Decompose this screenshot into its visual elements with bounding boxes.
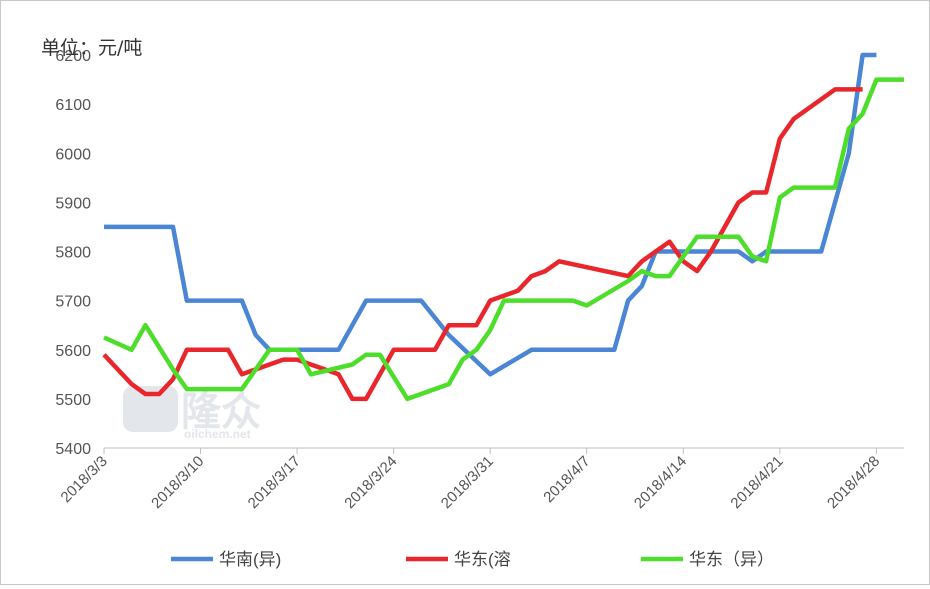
x-tick-label: 2018/3/3 [58, 453, 111, 506]
y-tick-label: 5800 [55, 245, 91, 262]
y-axis: 5400 5500 5600 5700 5800 5900 6000 6100 6200 [55, 48, 91, 458]
watermark-brand: 隆众 [181, 390, 261, 434]
x-tick-label: 2018/4/21 [727, 453, 786, 512]
series-line-3 [103, 77, 904, 402]
y-tick-label: 6200 [55, 48, 91, 65]
y-tick-label: 5700 [55, 294, 91, 311]
x-tick-label: 2018/4/14 [631, 453, 690, 512]
legend: 华南(异) 华东(溶 华东（异） [171, 550, 774, 569]
series-group [102, 52, 904, 402]
x-tick-label: 2018/4/28 [824, 453, 883, 512]
x-axis: 2018/3/3 2018/3/10 2018/3/17 2018/3/24 2018/… [58, 447, 904, 512]
x-tick-label: 2018/4/7 [540, 453, 593, 506]
x-tick-label: 2018/3/17 [245, 453, 304, 512]
x-tick-label: 2018/3/10 [148, 453, 207, 512]
x-tick-label: 2018/3/24 [341, 453, 400, 512]
y-tick-label: 6000 [55, 146, 91, 163]
watermark-site: oilchem.net [184, 427, 251, 441]
y-tick-label: 5600 [55, 343, 91, 360]
y-tick-label: 6100 [55, 97, 91, 114]
y-tick-label: 5900 [55, 195, 91, 212]
y-tick-label: 5400 [55, 441, 91, 458]
y-tick-label: 5500 [55, 392, 91, 409]
x-tick-label: 2018/3/31 [438, 453, 497, 512]
legend-label-2: 华东(溶 [454, 550, 511, 569]
unit-label: 单位：元/吨 [41, 37, 143, 59]
watermark-logo-icon [123, 386, 178, 432]
legend-label-1: 华南(异) [219, 550, 281, 569]
series-line-2 [102, 87, 863, 402]
legend-label-3: 华东（异） [689, 550, 774, 569]
series-line-1 [104, 52, 877, 377]
